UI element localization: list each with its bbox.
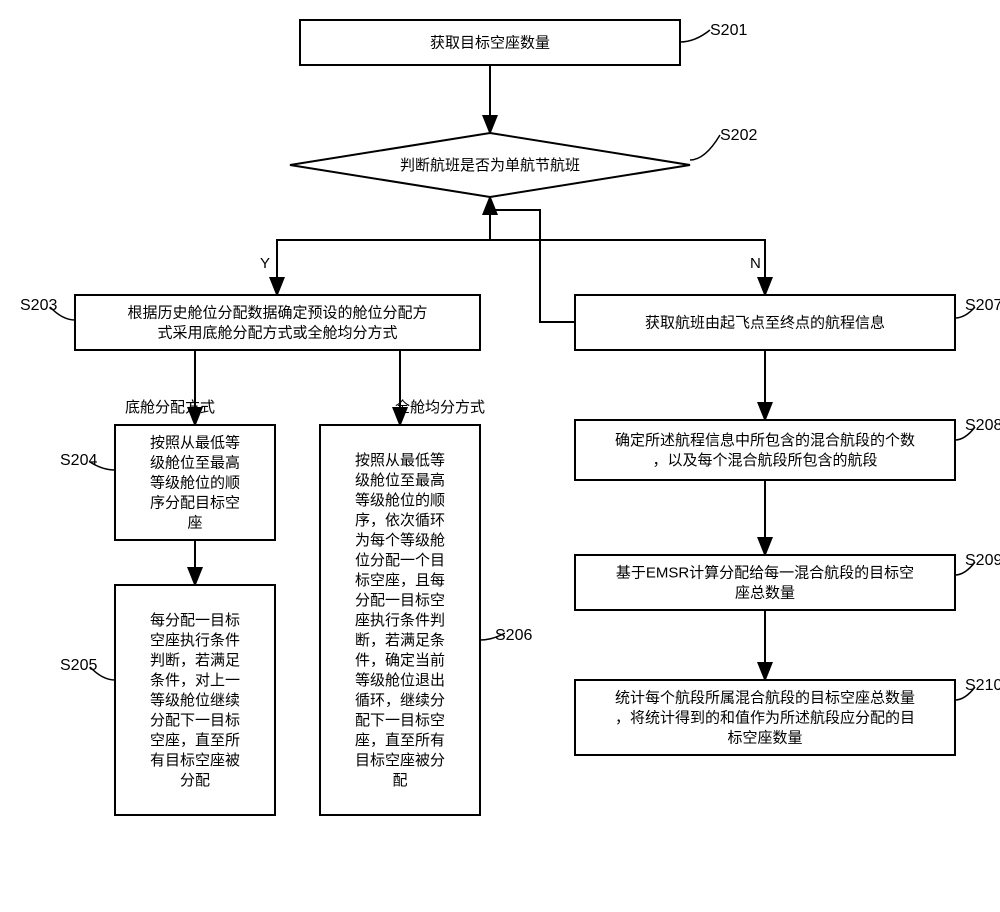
flowchart: Y N 底舱分配方式 全舱均分方式 获取目标空座数量判断航班是否为单航节航班根据历史舱… xyxy=(0,0,1000,912)
label-lead xyxy=(680,30,710,42)
flow-box-text: 座总数量 xyxy=(735,585,795,602)
flow-edge xyxy=(490,197,575,322)
flow-box-text: 分配下一目标 xyxy=(150,712,240,729)
flow-box-text: 座 xyxy=(187,515,202,532)
flow-box-text: 座执行条件判 xyxy=(355,612,445,629)
step-label: S209 xyxy=(965,552,1000,569)
flow-box-text: 按照从最低等 xyxy=(355,451,445,469)
edge-label: 底舱分配方式 xyxy=(125,399,215,416)
flow-box-text: 序，依次循环 xyxy=(355,512,445,529)
flow-box-text: 断，若满足条 xyxy=(355,632,445,649)
flow-box-text: 有目标空座被 xyxy=(150,752,240,769)
flow-box-n208 xyxy=(575,420,955,480)
flow-box-text: 等级舱位的顺 xyxy=(150,474,240,492)
flow-box-text: 目标空座被分 xyxy=(355,752,445,769)
step-label: S208 xyxy=(965,417,1000,434)
flow-box-text: 等级舱位的顺 xyxy=(355,491,445,509)
flow-edge xyxy=(277,197,490,295)
flow-box-text: 等级舱位退出 xyxy=(355,671,445,689)
edge-label: N xyxy=(750,255,761,272)
step-label: S204 xyxy=(60,452,97,469)
flow-box-text: 分配 xyxy=(180,772,210,789)
flow-box-text: 序分配目标空 xyxy=(150,495,240,512)
step-label: S210 xyxy=(965,677,1000,694)
flow-box-text: 每分配一目标 xyxy=(150,612,240,629)
flow-box-text: 级舱位至最高 xyxy=(150,455,240,472)
step-label: S207 xyxy=(965,297,1000,314)
flow-box-text: 式采用底舱分配方式或全舱均分方式 xyxy=(157,324,397,342)
flow-box-text: 条件，对上一 xyxy=(150,672,240,689)
flow-box-text: 循环，继续分 xyxy=(355,692,445,709)
flow-box-text: 为每个等级舱 xyxy=(355,531,445,549)
flow-edge xyxy=(490,240,765,295)
flow-box-text: 标空座，且每 xyxy=(355,572,445,589)
flow-box-text: 等级舱位继续 xyxy=(150,691,240,709)
flow-box-text: 获取航班由起飞点至终点的航程信息 xyxy=(645,315,885,332)
flow-decision-text: 判断航班是否为单航节航班 xyxy=(400,157,580,174)
flow-box-text: 基于EMSR计算分配给每一混合航段的目标空 xyxy=(616,564,914,582)
flow-box-text: 根据历史舱位分配数据确定预设的舱位分配方 xyxy=(127,305,427,322)
flow-box-text: 确定所述航程信息中所包含的混合航段的个数 xyxy=(615,432,915,449)
flow-box-text: 空座，直至所 xyxy=(150,732,240,749)
step-label: S206 xyxy=(495,627,532,644)
flow-box-text: 获取目标空座数量 xyxy=(430,35,550,52)
flow-box-text: 配下一目标空 xyxy=(355,712,445,729)
flow-box-text: 件，确定当前 xyxy=(355,652,445,669)
flow-box-text: 统计每个航段所属混合航段的目标空座总数量 xyxy=(615,690,915,707)
flow-box-text: 位分配一个目 xyxy=(355,552,445,569)
step-label: S202 xyxy=(720,127,757,144)
flow-box-text: 分配一目标空 xyxy=(355,592,445,609)
flow-box-text: 空座执行条件 xyxy=(150,632,240,649)
step-label: S205 xyxy=(60,657,97,674)
step-label: S201 xyxy=(710,22,747,39)
flow-box-n203 xyxy=(75,295,480,350)
flow-box-text: 配 xyxy=(392,772,407,789)
flow-box-n209 xyxy=(575,555,955,610)
flow-box-text: 座，直至所有 xyxy=(355,732,445,749)
label-lead xyxy=(690,135,720,160)
flow-box-text: 按照从最低等 xyxy=(150,434,240,452)
flow-box-text: 判断，若满足 xyxy=(150,652,240,669)
flow-box-text: ，将统计得到的和值作为所述航段应分配的目 xyxy=(615,709,915,727)
flow-box-text: 级舱位至最高 xyxy=(355,472,445,489)
step-label: S203 xyxy=(20,297,57,314)
edge-label: 全舱均分方式 xyxy=(395,398,485,416)
flow-box-text: ，以及每个混合航段所包含的航段 xyxy=(652,452,877,469)
edge-label: Y xyxy=(260,255,270,272)
flow-box-text: 标空座数量 xyxy=(727,730,802,747)
